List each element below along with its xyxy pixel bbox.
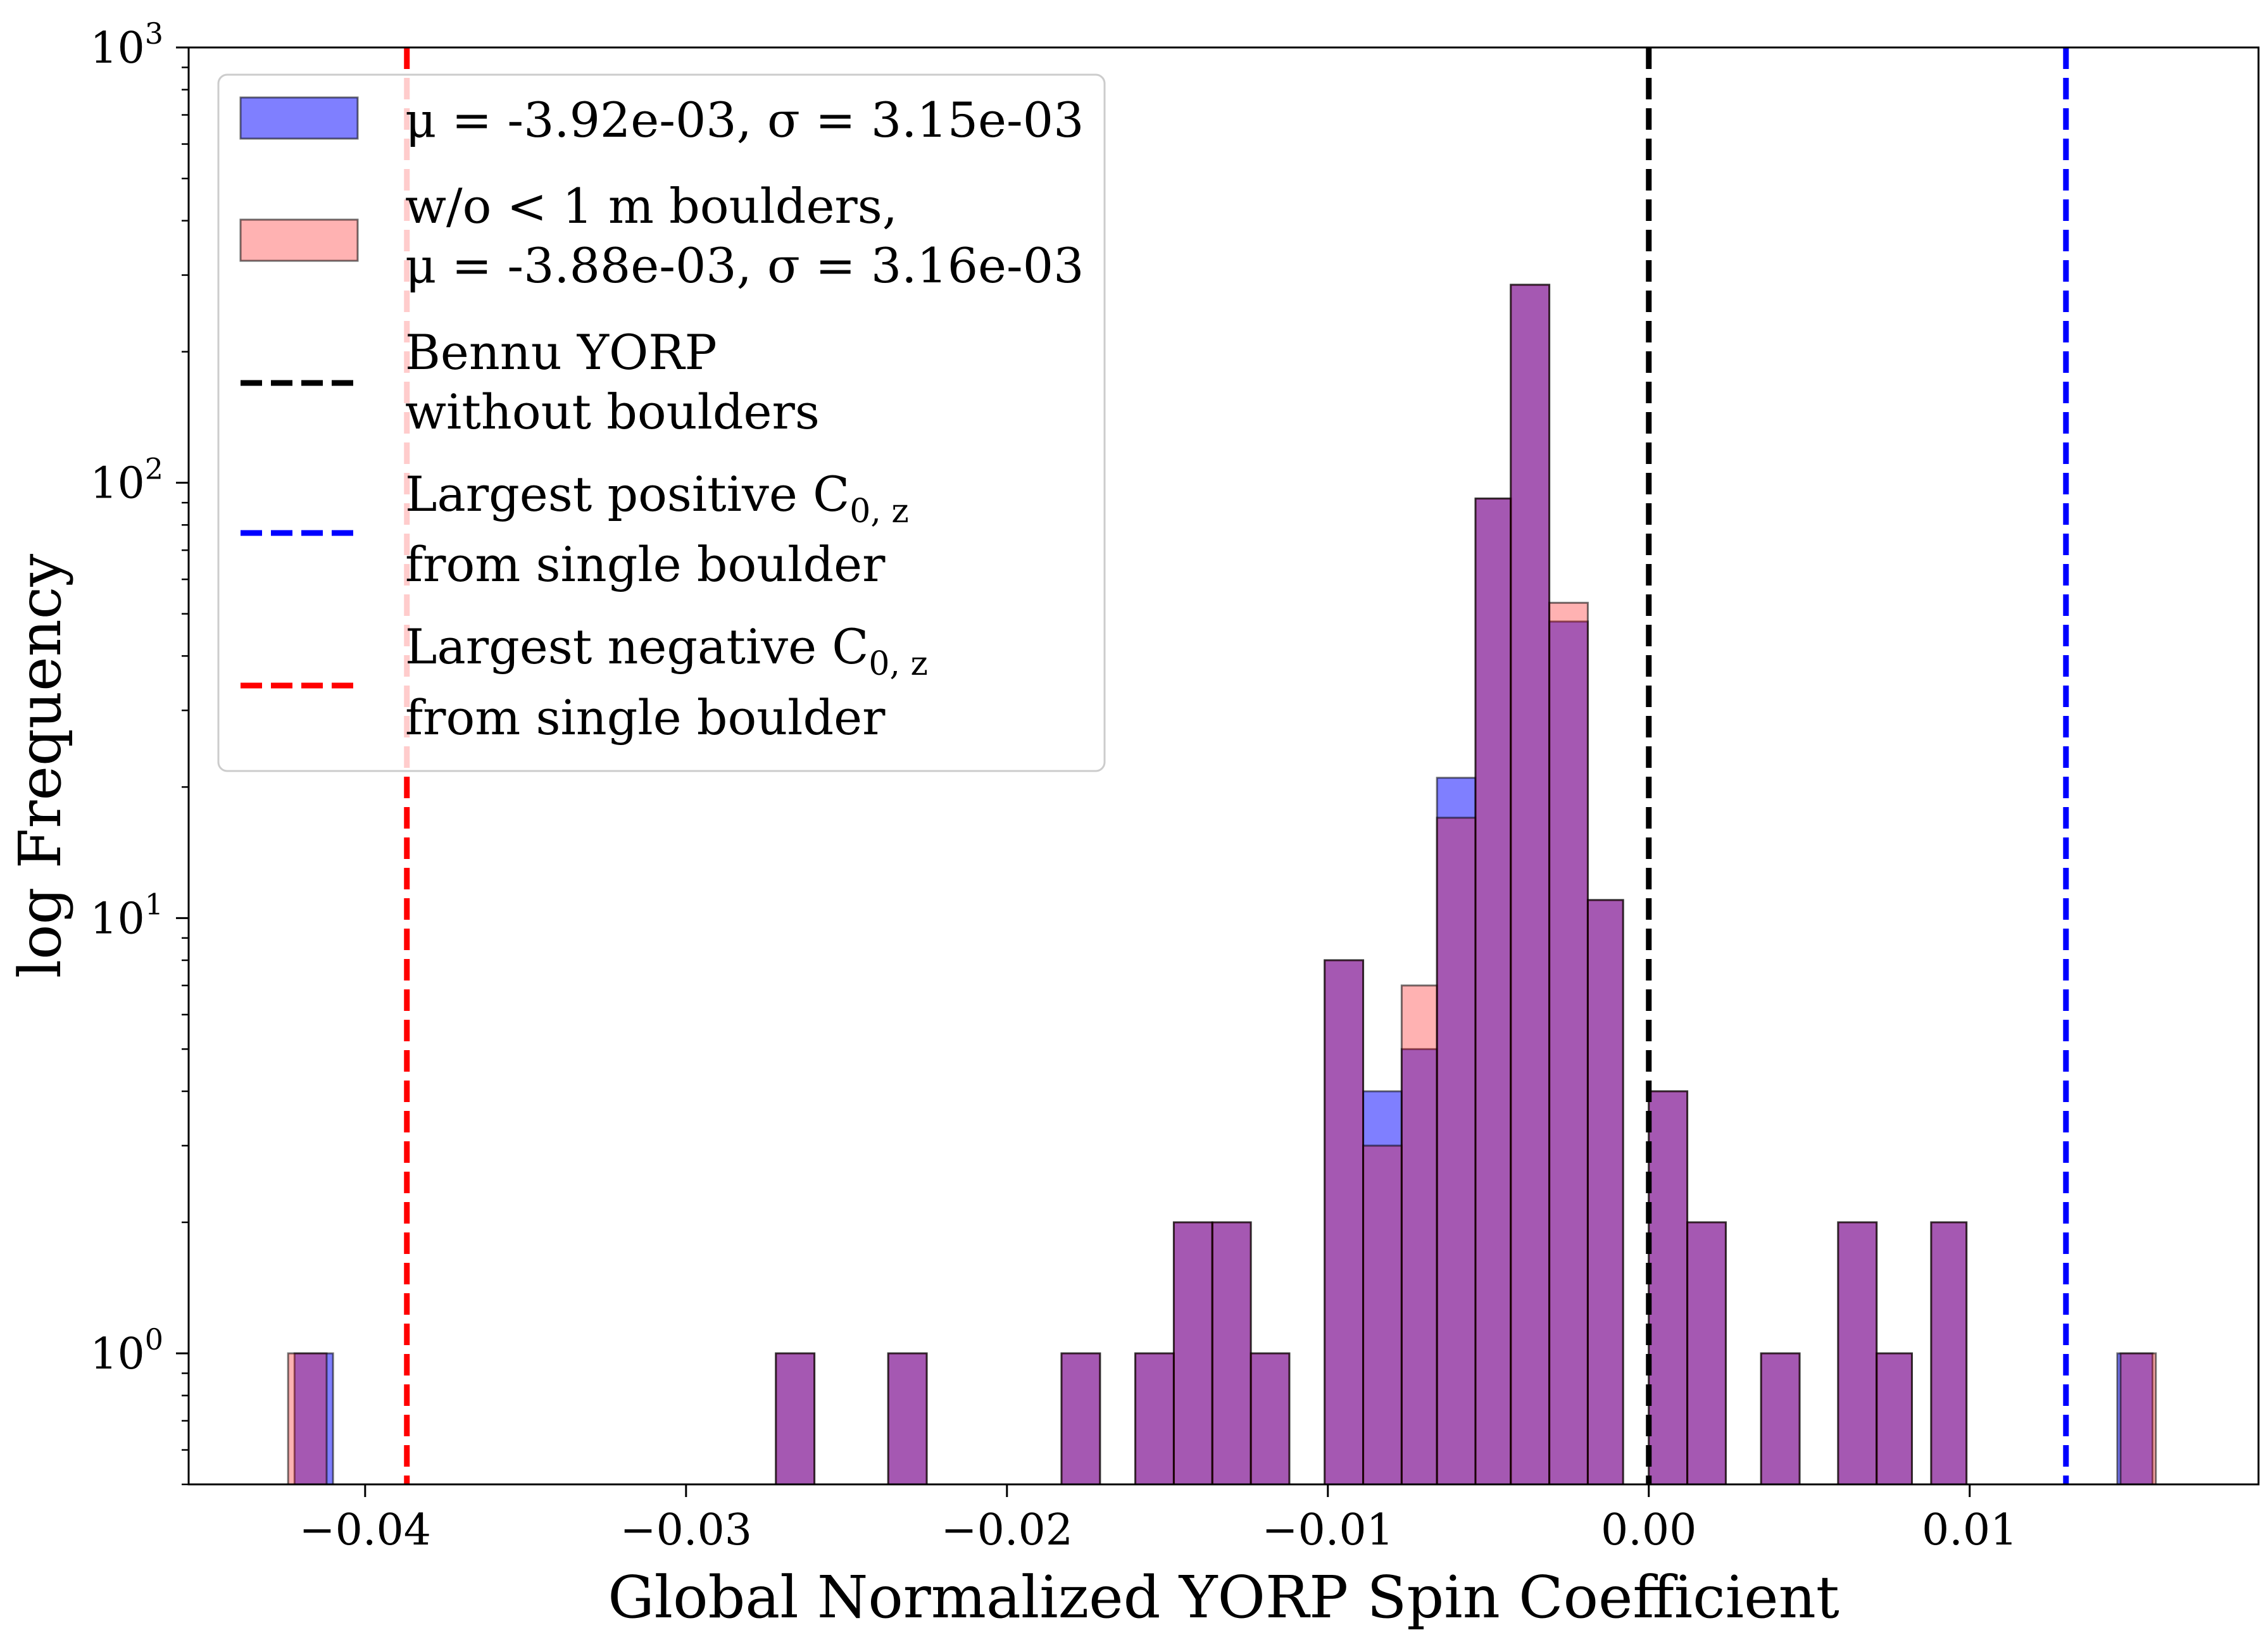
legend-label-line-3: Largest negative C0, z xyxy=(405,618,928,683)
x-tick-label: 0.01 xyxy=(1922,1505,2017,1555)
histogram-bar-series-2 xyxy=(1250,1352,1291,1486)
histogram-bar-series-2 xyxy=(1648,1090,1689,1486)
legend-label-line-3: from single boulder xyxy=(405,689,886,746)
x-tick-label: −0.02 xyxy=(941,1505,1073,1555)
legend: μ = -3.92e-03, σ = 3.15e-03 w/o < 1 m bou… xyxy=(217,73,1106,772)
x-tick-label: 0.00 xyxy=(1601,1505,1696,1555)
histogram-bar-series-2 xyxy=(1172,1221,1213,1486)
histogram-bar-series-2 xyxy=(1436,817,1477,1486)
x-tick-label: −0.04 xyxy=(299,1505,431,1555)
legend-swatch-series-1 xyxy=(239,96,359,140)
histogram-bar-series-1 xyxy=(1648,1090,1689,1486)
histogram-bar-series-1 xyxy=(1548,620,1589,1486)
histogram-bar-series-2 xyxy=(1930,1221,1968,1486)
histogram-bar-series-2 xyxy=(1400,984,1438,1486)
x-tick-label: −0.03 xyxy=(620,1505,752,1555)
bars-layer xyxy=(287,284,2157,1486)
histogram-bar-series-1 xyxy=(1686,1221,1727,1486)
legend-label-line-2: from single boulder xyxy=(405,536,886,592)
histogram-bar-series-2 xyxy=(1548,601,1589,1486)
y-tick-label: 103 xyxy=(90,16,163,73)
histogram-bar-series-2 xyxy=(1876,1352,1913,1486)
y-axis-label: log Frequency xyxy=(6,554,74,979)
histogram-bar-series-2 xyxy=(1760,1352,1801,1486)
histogram-bar-series-2 xyxy=(1474,498,1512,1486)
histogram-bar-series-2 xyxy=(1362,1144,1403,1486)
legend-label-series-1: μ = -3.92e-03, σ = 3.15e-03 xyxy=(405,92,1084,148)
y-tick-label: 101 xyxy=(90,887,163,944)
histogram-bar-series-1 xyxy=(1436,777,1477,1486)
histogram-bar-series-2 xyxy=(1510,284,1551,1486)
legend-label-line-1: Bennu YORP xyxy=(405,324,717,380)
histogram-bar-series-2 xyxy=(1586,899,1624,1486)
histogram-bar-series-2 xyxy=(1837,1221,1878,1486)
legend-label-series-2: μ = -3.88e-03, σ = 3.16e-03 xyxy=(405,237,1084,294)
legend-swatch-series-2 xyxy=(239,218,359,262)
histogram-bar-series-2 xyxy=(287,1352,328,1486)
histogram-bar-series-2 xyxy=(2119,1352,2157,1486)
histogram-bar-series-2 xyxy=(1686,1221,1727,1486)
plot-frame xyxy=(187,46,2260,1486)
x-tick-label: −0.01 xyxy=(1262,1505,1394,1555)
histogram-bar-series-2 xyxy=(1060,1352,1101,1486)
legend-label-line-1: without boulders xyxy=(405,384,820,440)
histogram-bar-series-2 xyxy=(1324,959,1365,1486)
legend-box xyxy=(217,73,1106,772)
histogram-bar-series-2 xyxy=(1211,1221,1252,1486)
histogram-bar-series-2 xyxy=(775,1352,816,1486)
legend-label-series-2: w/o < 1 m boulders, xyxy=(405,178,898,234)
histogram-bar-series-2 xyxy=(1134,1352,1175,1486)
x-axis-label: Global Normalized YORP Spin Coefficient xyxy=(608,1564,1839,1631)
y-tick-label: 102 xyxy=(90,452,163,509)
x-axis-ticks: −0.04 −0.03 −0.02 −0.01 0.00 0.01 xyxy=(299,1484,2017,1555)
y-axis-ticks: 100 101 102 103 xyxy=(90,16,189,1486)
legend-label-line-2: Largest positive C0, z xyxy=(405,466,909,530)
histogram-bar-series-2 xyxy=(887,1352,928,1486)
histogram-bar-series-1 xyxy=(887,1352,928,1486)
y-tick-label: 100 xyxy=(90,1322,163,1379)
